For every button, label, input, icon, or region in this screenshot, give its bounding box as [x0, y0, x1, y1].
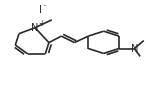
Text: +: +	[38, 20, 44, 28]
Text: N: N	[31, 23, 39, 33]
Text: N: N	[131, 43, 138, 54]
Text: I: I	[39, 5, 42, 15]
Text: ⁻: ⁻	[43, 4, 46, 10]
